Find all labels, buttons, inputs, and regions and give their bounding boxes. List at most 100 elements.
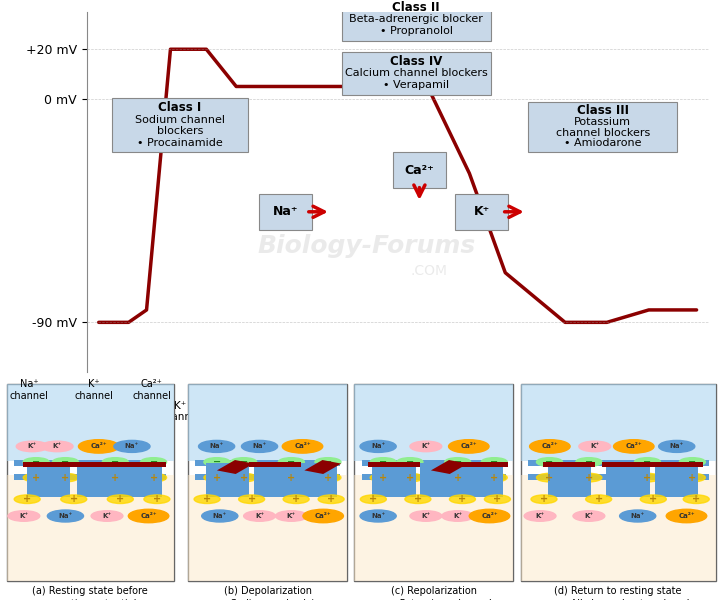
- FancyBboxPatch shape: [393, 152, 446, 188]
- Text: • Procainamide: • Procainamide: [137, 138, 223, 148]
- Text: Beta-adrenergic blocker: Beta-adrenergic blocker: [349, 14, 483, 24]
- Circle shape: [680, 473, 706, 482]
- Bar: [354, 475, 513, 581]
- Text: Na⁺: Na⁺: [210, 443, 223, 449]
- Text: K⁺: K⁺: [20, 513, 28, 519]
- Text: action potential: action potential: [44, 599, 137, 600]
- Circle shape: [282, 440, 322, 453]
- Text: +: +: [324, 473, 332, 482]
- Text: • Propranolol: • Propranolol: [380, 26, 453, 36]
- Text: +: +: [458, 494, 466, 504]
- Text: • All channel gates closed: • All channel gates closed: [547, 599, 690, 600]
- Bar: [254, 463, 297, 497]
- Text: Ca²⁺: Ca²⁺: [405, 164, 435, 177]
- Text: +: +: [247, 494, 256, 504]
- Text: K⁺: K⁺: [27, 443, 37, 449]
- Text: −: −: [490, 457, 498, 467]
- Bar: [354, 384, 513, 461]
- Circle shape: [586, 495, 612, 503]
- Text: −: −: [453, 457, 462, 467]
- Circle shape: [469, 509, 510, 523]
- Text: • Potassium channel: • Potassium channel: [375, 599, 492, 600]
- Text: −: −: [688, 457, 696, 467]
- Text: Ca²⁺: Ca²⁺: [90, 443, 107, 449]
- Bar: [249, 462, 301, 467]
- Text: +: +: [23, 494, 31, 504]
- Bar: [655, 463, 698, 497]
- Text: K⁺: K⁺: [287, 513, 296, 519]
- Circle shape: [641, 495, 667, 503]
- Circle shape: [360, 495, 386, 503]
- Text: −: −: [379, 457, 388, 467]
- Bar: [188, 384, 347, 461]
- Bar: [368, 462, 420, 467]
- Circle shape: [360, 510, 396, 522]
- Circle shape: [397, 458, 423, 466]
- Bar: [362, 474, 506, 480]
- Circle shape: [536, 473, 562, 482]
- Text: K⁺: K⁺: [422, 513, 430, 519]
- Circle shape: [482, 458, 508, 466]
- Bar: [14, 460, 166, 466]
- Text: K⁺: K⁺: [255, 513, 264, 519]
- Bar: [77, 463, 121, 497]
- Text: −: −: [213, 457, 221, 467]
- Text: +: +: [379, 473, 388, 482]
- Text: blockers: blockers: [157, 126, 203, 136]
- Bar: [460, 463, 503, 497]
- Circle shape: [683, 495, 709, 503]
- Text: +: +: [287, 473, 296, 482]
- Text: Na⁺: Na⁺: [252, 443, 267, 449]
- Bar: [354, 384, 513, 581]
- Text: +: +: [540, 494, 548, 504]
- Circle shape: [536, 458, 562, 466]
- Text: −: −: [585, 457, 593, 467]
- Text: K⁺: K⁺: [584, 513, 594, 519]
- Bar: [114, 462, 166, 467]
- Circle shape: [23, 458, 49, 466]
- FancyBboxPatch shape: [260, 194, 312, 230]
- Circle shape: [667, 509, 707, 523]
- Circle shape: [231, 473, 257, 482]
- Circle shape: [194, 495, 220, 503]
- Circle shape: [23, 473, 49, 482]
- Circle shape: [524, 511, 556, 521]
- Text: +: +: [692, 494, 701, 504]
- Bar: [188, 384, 347, 581]
- Text: K⁺
channel: K⁺ channel: [74, 379, 114, 401]
- Text: Ca²⁺
channel: Ca²⁺ channel: [132, 379, 171, 401]
- Text: +: +: [116, 494, 124, 504]
- Text: +: +: [453, 473, 462, 482]
- Bar: [119, 463, 162, 497]
- Circle shape: [204, 473, 230, 482]
- Circle shape: [442, 511, 474, 521]
- Text: Class IV: Class IV: [390, 55, 442, 68]
- Text: −: −: [111, 457, 119, 467]
- Text: +: +: [369, 494, 377, 504]
- Circle shape: [450, 495, 476, 503]
- Circle shape: [635, 458, 661, 466]
- Circle shape: [275, 511, 307, 521]
- Circle shape: [614, 440, 654, 453]
- Circle shape: [204, 458, 230, 466]
- Circle shape: [482, 473, 508, 482]
- Text: • Verapamil: • Verapamil: [383, 80, 450, 90]
- Bar: [14, 474, 166, 480]
- Circle shape: [239, 495, 265, 503]
- Circle shape: [573, 511, 604, 521]
- Text: Na⁺: Na⁺: [59, 513, 72, 519]
- Circle shape: [61, 495, 87, 503]
- Text: Na⁺
channel: Na⁺ channel: [9, 379, 48, 401]
- Circle shape: [410, 511, 442, 521]
- Circle shape: [41, 441, 73, 452]
- Circle shape: [199, 440, 235, 452]
- Bar: [528, 474, 709, 480]
- Text: +: +: [414, 494, 422, 504]
- FancyBboxPatch shape: [342, 52, 491, 95]
- Circle shape: [445, 458, 471, 466]
- FancyBboxPatch shape: [111, 98, 249, 152]
- Text: K⁺: K⁺: [474, 205, 489, 218]
- Text: • Amiodarone: • Amiodarone: [564, 139, 641, 148]
- Bar: [420, 463, 463, 497]
- Bar: [528, 460, 709, 466]
